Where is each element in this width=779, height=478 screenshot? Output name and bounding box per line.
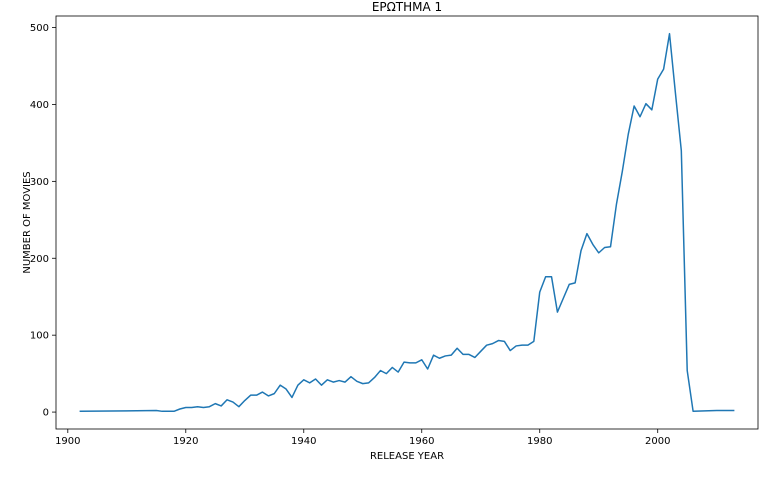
plot-axes: 1900 1920 1940 1960 1980 2000 0 100 200 300 400 500	[30, 15, 759, 447]
y-axis-label: NUMBER OF MOVIES	[22, 171, 33, 273]
x-tick-label: 1940	[291, 436, 316, 447]
plot-frame	[55, 15, 759, 430]
chart-title: ΕΡΩΤΗΜΑ 1	[372, 0, 442, 14]
x-tick-label: 1980	[527, 436, 552, 447]
y-tick-label: 500	[30, 23, 49, 34]
series-line	[79, 32, 735, 413]
y-tick-label: 200	[30, 254, 49, 265]
x-tick-label: 2000	[645, 436, 670, 447]
plot-area	[79, 32, 735, 413]
y-tick-label: 0	[43, 408, 49, 419]
x-tick-label: 1960	[409, 436, 434, 447]
y-tick-label: 400	[30, 100, 49, 111]
x-axis-label: RELEASE YEAR	[370, 451, 444, 462]
x-tick-label: 1920	[173, 436, 198, 447]
y-tick-label: 300	[30, 177, 49, 188]
x-tick-label: 1900	[55, 436, 80, 447]
y-tick-label: 100	[30, 331, 49, 342]
